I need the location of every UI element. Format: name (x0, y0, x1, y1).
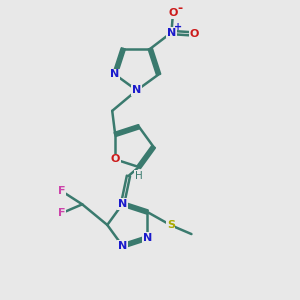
Text: H: H (135, 171, 142, 181)
Text: N: N (118, 199, 127, 209)
Text: F: F (58, 186, 65, 196)
Text: N: N (167, 28, 176, 38)
Text: O: O (110, 154, 120, 164)
Text: O: O (168, 8, 178, 18)
Text: +: + (174, 22, 182, 32)
Text: -: - (178, 2, 183, 16)
Text: N: N (118, 241, 127, 251)
Text: N: N (142, 233, 152, 243)
Text: N: N (110, 69, 119, 80)
Text: N: N (132, 85, 141, 95)
Text: O: O (190, 29, 199, 39)
Text: S: S (167, 220, 175, 230)
Text: F: F (58, 208, 65, 218)
